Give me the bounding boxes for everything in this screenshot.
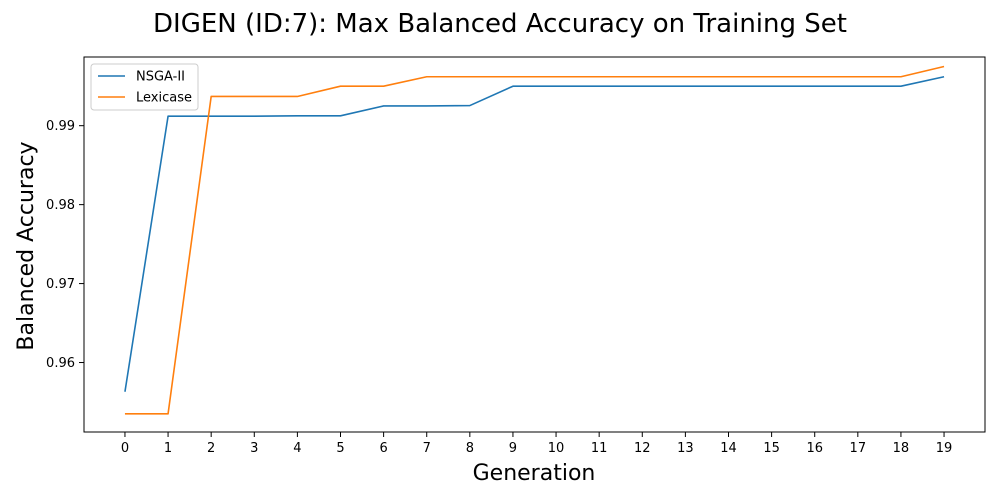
x-tick-label: 13 xyxy=(677,441,694,456)
x-tick-label: 16 xyxy=(806,441,823,456)
plot-frame xyxy=(83,56,986,433)
y-tick-label: 0.98 xyxy=(46,198,75,213)
x-tick-label: 6 xyxy=(379,441,387,456)
x-tick-label: 17 xyxy=(850,441,867,456)
legend-label: NSGA-II xyxy=(136,70,185,85)
series-line-nsga-ii xyxy=(124,75,945,392)
x-tick-label: 2 xyxy=(207,441,215,456)
y-axis-ticks: 0.96 0.97 0.98 0.99 xyxy=(46,119,84,371)
chart-title: DIGEN (ID:7): Max Balanced Accuracy on T… xyxy=(153,9,847,39)
x-axis-ticks: 0 1 2 3 4 5 6 7 8 9 10 11 12 13 14 15 16 17 18 19 xyxy=(121,432,953,456)
x-tick-label: 15 xyxy=(763,441,780,456)
x-tick-label: 18 xyxy=(893,441,910,456)
x-tick-label: 3 xyxy=(250,441,258,456)
x-tick-label: 1 xyxy=(164,441,172,456)
x-tick-label: 4 xyxy=(293,441,301,456)
legend: NSGA-II Lexicase xyxy=(90,63,199,111)
y-tick-label: 0.99 xyxy=(46,119,75,134)
x-tick-label: 19 xyxy=(936,441,953,456)
plot-area xyxy=(83,56,986,433)
x-tick-label: 7 xyxy=(423,441,431,456)
legend-label: Lexicase xyxy=(136,91,192,106)
x-tick-label: 11 xyxy=(591,441,608,456)
x-tick-label: 10 xyxy=(548,441,565,456)
x-tick-label: 9 xyxy=(509,441,517,456)
series-lines xyxy=(124,65,945,415)
x-axis-label: Generation xyxy=(473,461,596,486)
x-tick-label: 8 xyxy=(466,441,474,456)
y-tick-label: 0.97 xyxy=(46,277,75,292)
x-tick-label: 14 xyxy=(720,441,737,456)
series-line-lexicase xyxy=(124,65,945,415)
y-axis-label: Balanced Accuracy xyxy=(14,141,39,350)
x-tick-label: 12 xyxy=(634,441,651,456)
x-tick-label: 5 xyxy=(336,441,344,456)
x-tick-label: 0 xyxy=(121,441,129,456)
y-tick-label: 0.96 xyxy=(46,356,75,371)
